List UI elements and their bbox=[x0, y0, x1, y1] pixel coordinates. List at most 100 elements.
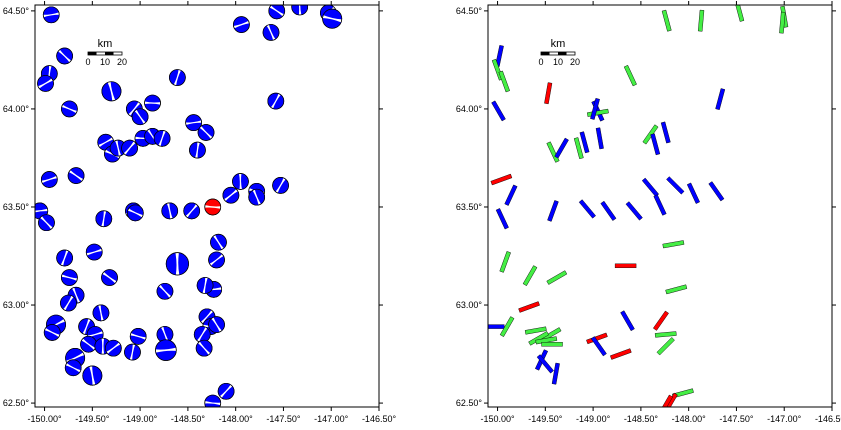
focal-mechanism bbox=[92, 304, 110, 322]
stress-axis-bar bbox=[650, 133, 661, 156]
beachball-quadrant bbox=[110, 140, 119, 157]
beachball-quadrant bbox=[215, 234, 227, 249]
scale-unit-label: km bbox=[98, 38, 113, 50]
focal-mechanism bbox=[67, 167, 85, 184]
stress-axis-bar bbox=[600, 200, 617, 221]
stress-axis-bar-body bbox=[660, 121, 671, 144]
focal-mechanism bbox=[43, 324, 61, 341]
beachball-quadrant bbox=[44, 330, 59, 341]
focal-mechanism bbox=[262, 24, 280, 41]
scale-tick-label: 0 bbox=[85, 57, 90, 67]
beachball-quadrant bbox=[241, 173, 249, 190]
stress-axis-bar bbox=[623, 64, 637, 87]
focal-mechanism bbox=[121, 139, 138, 157]
stress-axis-bar bbox=[498, 70, 510, 93]
focal-mechanism bbox=[193, 326, 211, 343]
beachball-quadrant bbox=[132, 111, 144, 125]
beachball-outline bbox=[67, 167, 85, 184]
x-tick-label: -148.50° bbox=[624, 414, 659, 424]
beachball-quadrant bbox=[70, 167, 85, 180]
stress-axis-bar-body bbox=[653, 310, 669, 331]
focal-mechanism bbox=[222, 186, 240, 204]
x-tick-label: -147.00° bbox=[767, 414, 802, 424]
beachball-outline bbox=[126, 204, 144, 222]
stress-axis-bar-body bbox=[490, 173, 513, 186]
scale-bar-segment bbox=[558, 52, 567, 55]
focal-mechanism bbox=[37, 75, 54, 92]
stress-axis-bar bbox=[654, 331, 677, 338]
y-tick-label: 63.00° bbox=[3, 300, 30, 310]
beachball-quadrant bbox=[144, 95, 161, 103]
beachball-quadrant bbox=[155, 339, 177, 350]
x-tick-label: -147.00° bbox=[314, 414, 349, 424]
stress-axis-bar bbox=[488, 324, 505, 329]
beachball-quadrant bbox=[204, 198, 221, 207]
x-tick-label: -148.00° bbox=[672, 414, 707, 424]
stress-axis-bar bbox=[499, 316, 515, 337]
beachball-quadrant bbox=[35, 202, 48, 211]
stress-axis-bar-body bbox=[522, 265, 538, 286]
beachball-outline bbox=[82, 365, 103, 386]
beachball-quadrant bbox=[107, 344, 122, 357]
scale-bar-segment bbox=[541, 52, 550, 55]
focal-mechanism bbox=[169, 69, 186, 86]
beachball-quadrant bbox=[87, 250, 103, 261]
stress-axis-bar-body bbox=[697, 9, 705, 32]
focal-mechanism bbox=[165, 252, 189, 276]
beachball-quadrant bbox=[62, 100, 78, 111]
beachball-outline bbox=[144, 94, 161, 112]
beachball-outline bbox=[196, 277, 214, 294]
beachball-quadrant bbox=[154, 130, 164, 146]
stress-axis-bar-body bbox=[686, 182, 700, 204]
beachball-quadrant bbox=[61, 106, 77, 117]
stress-axis-bar bbox=[734, 5, 745, 22]
focal-mechanism bbox=[105, 339, 122, 357]
stress-axis-bar-body bbox=[551, 362, 560, 385]
focal-mechanism bbox=[61, 269, 78, 286]
stress-axis-bar-body bbox=[536, 354, 554, 374]
beachball-quadrant bbox=[197, 142, 206, 159]
beachball-outline bbox=[155, 339, 177, 361]
beachball-quadrant bbox=[169, 69, 179, 85]
stress-axis-bar bbox=[656, 337, 675, 356]
beachball-outline bbox=[189, 141, 206, 159]
focal-mechanism bbox=[56, 47, 73, 65]
beachball-outline bbox=[43, 324, 61, 341]
stress-axis-bar bbox=[590, 336, 607, 357]
stress-axis-bar bbox=[536, 354, 554, 374]
stress-axis-bar-body bbox=[662, 240, 685, 249]
beachball-quadrant bbox=[130, 328, 147, 338]
beachball-outline bbox=[267, 92, 285, 110]
stress-axis-bar-body bbox=[623, 64, 637, 87]
stress-axis-bar bbox=[641, 177, 660, 197]
stress-axis-bar-body bbox=[491, 100, 506, 122]
beachball-quadrant bbox=[103, 269, 118, 282]
stress-axis-bar bbox=[546, 270, 568, 285]
beachball-quadrant bbox=[125, 142, 138, 157]
stress-axis-layer bbox=[488, 5, 789, 407]
stress-axis-bar bbox=[665, 284, 688, 295]
beachball-quadrant bbox=[41, 214, 55, 228]
focal-mechanism bbox=[272, 177, 289, 194]
focal-mechanism bbox=[101, 81, 122, 102]
beachball-quadrant bbox=[267, 93, 279, 108]
stress-axis-bar bbox=[660, 121, 671, 144]
stress-axis-bar bbox=[625, 201, 643, 221]
focal-mechanism bbox=[232, 173, 249, 190]
beachball-quadrant bbox=[132, 344, 141, 361]
beachball-outline bbox=[129, 328, 147, 345]
stress-axis-bar bbox=[551, 362, 560, 385]
x-tick-label: -150.00° bbox=[27, 414, 62, 424]
beachball-outline bbox=[233, 16, 250, 33]
beachball-outline bbox=[208, 251, 225, 269]
stress-axis-bar bbox=[614, 263, 637, 269]
beachball-quadrant bbox=[183, 202, 196, 217]
focal-mechanism bbox=[42, 6, 60, 24]
focal-mechanism bbox=[322, 8, 343, 29]
y-tick-label: 64.00° bbox=[456, 104, 483, 114]
stress-axis-bar bbox=[653, 310, 669, 331]
beachball-quadrant bbox=[194, 326, 206, 341]
scale-tick-label: 20 bbox=[117, 57, 127, 67]
scale-tick-label: 20 bbox=[570, 57, 580, 67]
